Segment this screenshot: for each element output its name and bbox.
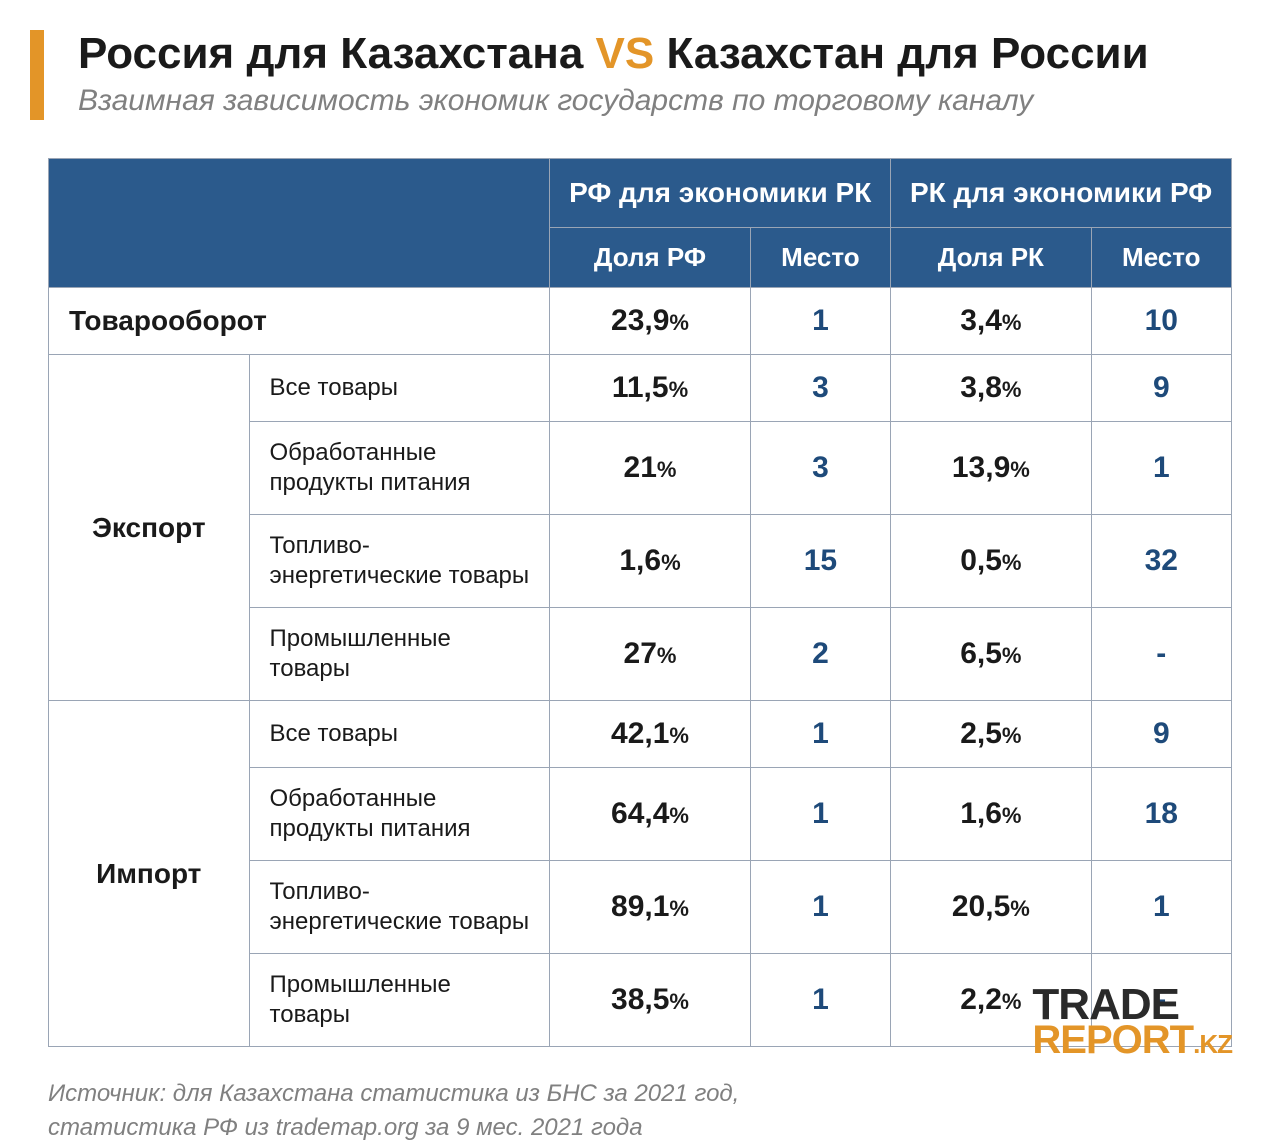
cell-place: 3	[750, 422, 890, 515]
logo-word2: REPORT.KZ	[1032, 1023, 1232, 1057]
group-label-import: Импорт	[49, 701, 250, 1047]
row-label: Обработанные продукты питания	[249, 422, 550, 515]
cell-value: 27%	[550, 608, 751, 701]
header-place-rf: Место	[750, 228, 890, 288]
cell-value: 23,9%	[550, 288, 751, 355]
cell-place: 1	[750, 768, 890, 861]
comparison-table: РФ для экономики РК РК для экономики РФ …	[48, 158, 1232, 1047]
cell-place: 1	[750, 288, 890, 355]
title-part2: Казахстан для России	[654, 29, 1148, 78]
page-title: Россия для Казахстана VS Казахстан для Р…	[78, 30, 1232, 78]
accent-bar	[30, 30, 44, 120]
row-label: Все товары	[249, 355, 550, 422]
cell-value: 6,5%	[891, 608, 1092, 701]
cell-value: 21%	[550, 422, 751, 515]
cell-place: 9	[1091, 701, 1231, 768]
cell-value: 64,4%	[550, 768, 751, 861]
title-part1: Россия для Казахстана	[78, 29, 596, 78]
cell-place: 1	[1091, 422, 1231, 515]
row-label: Топливо-энергетические товары	[249, 861, 550, 954]
header: Россия для Казахстана VS Казахстан для Р…	[78, 30, 1232, 118]
cell-value: 1,6%	[550, 515, 751, 608]
table-corner	[49, 159, 550, 288]
row-label-turnover: Товарооборот	[49, 288, 550, 355]
cell-value: 0,5%	[891, 515, 1092, 608]
source-line2: статистика РФ из trademap.org за 9 мес. …	[48, 1114, 643, 1141]
table-row: Товарооборот 23,9% 1 3,4% 10	[49, 288, 1232, 355]
cell-place: 1	[750, 701, 890, 768]
cell-value: 89,1%	[550, 861, 751, 954]
logo: TRADE REPORT.KZ	[1032, 986, 1232, 1057]
row-label: Промышленные товары	[249, 608, 550, 701]
cell-value: 11,5%	[550, 355, 751, 422]
cell-place: 10	[1091, 288, 1231, 355]
cell-place: 1	[750, 954, 890, 1047]
header-group-rk: РК для экономики РФ	[891, 159, 1232, 228]
header-share-rk: Доля РК	[891, 228, 1092, 288]
cell-value: 38,5%	[550, 954, 751, 1047]
cell-value: 20,5%	[891, 861, 1092, 954]
cell-place: 15	[750, 515, 890, 608]
cell-value: 13,9%	[891, 422, 1092, 515]
row-label: Топливо-энергетические товары	[249, 515, 550, 608]
group-label-export: Экспорт	[49, 355, 250, 701]
cell-place: 2	[750, 608, 890, 701]
cell-place: 3	[750, 355, 890, 422]
cell-value: 3,4%	[891, 288, 1092, 355]
row-label: Промышленные товары	[249, 954, 550, 1047]
header-share-rf: Доля РФ	[550, 228, 751, 288]
cell-value: 2,5%	[891, 701, 1092, 768]
cell-value: 1,6%	[891, 768, 1092, 861]
header-group-rf: РФ для экономики РК	[550, 159, 891, 228]
cell-place: 18	[1091, 768, 1231, 861]
title-vs: VS	[596, 29, 655, 78]
source-note: Источник: для Казахстана статистика из Б…	[48, 1077, 808, 1144]
cell-place: 1	[1091, 861, 1231, 954]
cell-place: -	[1091, 608, 1231, 701]
row-label: Все товары	[249, 701, 550, 768]
table-row: Импорт Все товары 42,1% 1 2,5% 9	[49, 701, 1232, 768]
cell-place: 1	[750, 861, 890, 954]
cell-place: 32	[1091, 515, 1231, 608]
cell-value: 3,8%	[891, 355, 1092, 422]
cell-place: 9	[1091, 355, 1231, 422]
header-place-rk: Место	[1091, 228, 1231, 288]
source-line1: Источник: для Казахстана статистика из Б…	[48, 1080, 739, 1107]
row-label: Обработанные продукты питания	[249, 768, 550, 861]
table-row: Экспорт Все товары 11,5% 3 3,8% 9	[49, 355, 1232, 422]
cell-value: 42,1%	[550, 701, 751, 768]
subtitle: Взаимная зависимость экономик государств…	[78, 84, 1232, 118]
